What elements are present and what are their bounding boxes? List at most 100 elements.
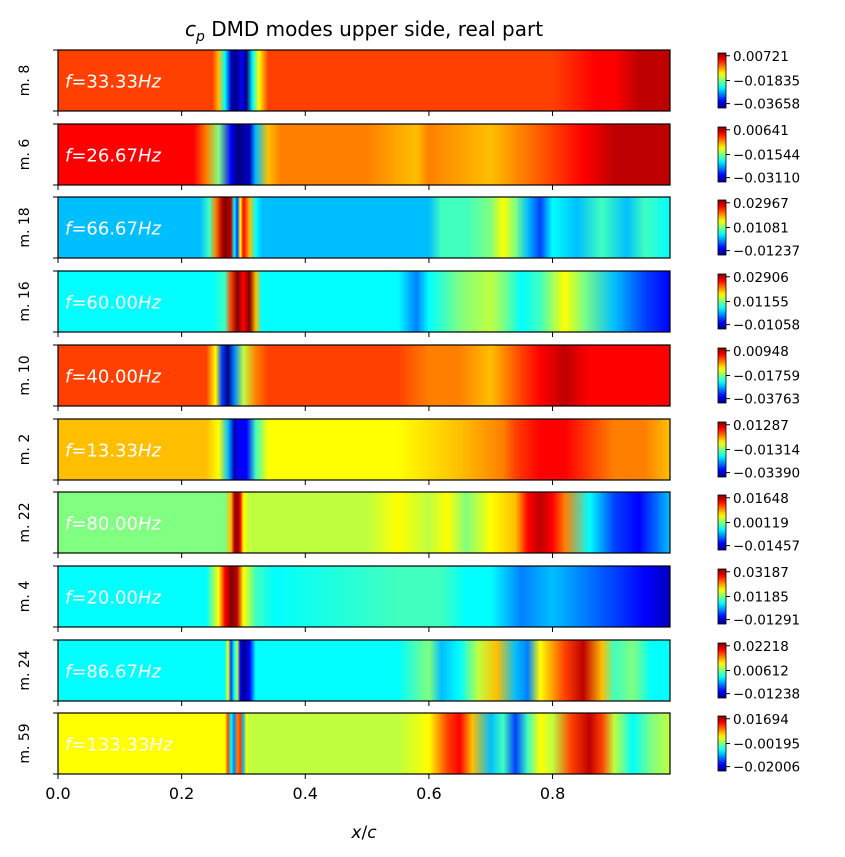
colorbar-tick-label: −0.01835 bbox=[733, 74, 800, 90]
colorbar-tick-label: 0.02906 bbox=[733, 270, 789, 286]
panel-frame bbox=[57, 196, 671, 259]
mode-panel: m. 24 f=86.67Hz 0.02218 0.00612 −0.01238 bbox=[17, 639, 800, 706]
panel-frame bbox=[57, 344, 671, 407]
mode-panel: m. 22 f=80.00Hz 0.01648 0.00119 −0.01457 bbox=[17, 491, 800, 558]
panel-frame bbox=[57, 565, 671, 628]
frequency-label: f=133.33Hz bbox=[65, 735, 173, 756]
mode-label: m. 59 bbox=[17, 723, 33, 763]
frequency-label: f=86.67Hz bbox=[65, 662, 162, 683]
mode-panels: m. 8 f=33.33Hz 0.00721 −0.01835 −0.03658 m. 6… bbox=[17, 49, 800, 779]
colorbar bbox=[717, 642, 727, 699]
xlabel-var: x bbox=[350, 823, 362, 843]
colorbar bbox=[717, 347, 727, 404]
colorbar-tick-label: 0.01185 bbox=[733, 590, 789, 606]
mode-field bbox=[58, 640, 670, 701]
colorbar-tick-label: −0.01237 bbox=[733, 244, 800, 260]
colorbar bbox=[717, 273, 727, 330]
colorbar-tick-label: −0.03110 bbox=[733, 171, 800, 187]
colorbar-tick-label: 0.00612 bbox=[733, 664, 789, 680]
mode-field bbox=[58, 50, 670, 111]
mode-label: m. 22 bbox=[17, 502, 33, 542]
mode-field bbox=[58, 124, 670, 185]
frequency-label: f=60.00Hz bbox=[65, 293, 162, 314]
colorbar-tick-label: 0.00948 bbox=[733, 344, 789, 360]
x-tick-label: 0.4 bbox=[293, 784, 318, 803]
colorbar-tick-label: 0.02218 bbox=[733, 639, 789, 655]
colorbar-tick-label: 0.01648 bbox=[733, 491, 789, 507]
colorbar-tick-label: 0.03187 bbox=[733, 565, 789, 581]
colorbar-tick-label: −0.02006 bbox=[733, 760, 800, 776]
colorbar-tick-label: 0.00641 bbox=[733, 123, 789, 139]
x-tick-label: 0.0 bbox=[45, 784, 70, 803]
colorbar-tick-label: −0.03658 bbox=[733, 97, 800, 113]
colorbar bbox=[717, 199, 727, 256]
colorbar-tick-label: 0.01694 bbox=[733, 712, 789, 728]
mode-panel: m. 59 f=133.33Hz 0.01694 −0.00195 −0.02006 bbox=[17, 712, 800, 779]
colorbar bbox=[717, 52, 727, 109]
colorbar bbox=[717, 715, 727, 772]
frequency-label: f=40.00Hz bbox=[65, 367, 162, 388]
frequency-label: f=13.33Hz bbox=[65, 441, 162, 462]
colorbar-tick-label: −0.01291 bbox=[733, 613, 800, 629]
frequency-label: f=66.67Hz bbox=[65, 219, 162, 240]
mode-label: m. 16 bbox=[17, 281, 33, 321]
colorbar-tick-label: 0.00721 bbox=[733, 49, 789, 65]
mode-panel: m. 10 f=40.00Hz 0.00948 −0.01759 −0.03763 bbox=[17, 344, 800, 411]
mode-label: m. 24 bbox=[17, 650, 33, 690]
colorbar-tick-label: −0.03390 bbox=[733, 466, 800, 482]
mode-field bbox=[58, 419, 670, 480]
panel-frame bbox=[57, 491, 671, 554]
x-axis-label: x/c bbox=[350, 823, 377, 843]
panel-frame bbox=[57, 49, 671, 112]
mode-field bbox=[58, 271, 670, 332]
colorbar-tick-label: 0.01155 bbox=[733, 295, 789, 311]
panel-frame bbox=[57, 639, 671, 702]
mode-field bbox=[58, 345, 670, 406]
mode-panel: m. 2 f=13.33Hz 0.01287 −0.01314 −0.03390 bbox=[17, 418, 800, 485]
mode-field bbox=[58, 713, 670, 774]
colorbar-tick-label: −0.01058 bbox=[733, 318, 800, 334]
title-symbol: c bbox=[185, 17, 196, 41]
colorbar-tick-label: −0.01759 bbox=[733, 369, 800, 385]
mode-field bbox=[58, 566, 670, 627]
colorbar-tick-label: −0.03763 bbox=[733, 392, 800, 408]
frequency-label: f=20.00Hz bbox=[65, 588, 162, 609]
mode-panel: m. 8 f=33.33Hz 0.00721 −0.01835 −0.03658 bbox=[17, 49, 800, 116]
mode-label: m. 4 bbox=[17, 581, 33, 613]
colorbar-tick-label: 0.01287 bbox=[733, 418, 789, 434]
colorbar bbox=[717, 568, 727, 625]
x-axis: 0.0 0.2 0.4 0.6 0.8 bbox=[45, 784, 565, 803]
xlabel-den: c bbox=[367, 823, 377, 843]
colorbar bbox=[717, 494, 727, 551]
xlabel-sep: / bbox=[361, 823, 367, 843]
panel-frame bbox=[57, 418, 671, 481]
mode-label: m. 2 bbox=[17, 434, 33, 465]
mode-panel: m. 6 f=26.67Hz 0.00641 −0.01544 −0.03110 bbox=[17, 123, 800, 190]
frequency-label: f=80.00Hz bbox=[65, 514, 162, 535]
colorbar-tick-label: −0.01457 bbox=[733, 539, 800, 555]
colorbar-tick-label: −0.01544 bbox=[733, 148, 800, 164]
x-tick-label: 0.2 bbox=[169, 784, 194, 803]
chart-title: cp DMD modes upper side, real part bbox=[185, 17, 543, 45]
colorbar-tick-label: −0.01238 bbox=[733, 687, 800, 703]
mode-field bbox=[58, 492, 670, 553]
panel-frame bbox=[57, 123, 671, 186]
mode-panel: m. 16 f=60.00Hz 0.02906 0.01155 −0.01058 bbox=[17, 270, 800, 337]
mode-label: m. 18 bbox=[17, 207, 33, 247]
panel-frame bbox=[57, 712, 671, 775]
mode-panel: m. 4 f=20.00Hz 0.03187 0.01185 −0.01291 bbox=[17, 565, 800, 632]
mode-field bbox=[58, 197, 670, 258]
colorbar-tick-label: 0.01081 bbox=[733, 221, 789, 237]
frequency-label: f=33.33Hz bbox=[65, 72, 162, 93]
colorbar-tick-label: −0.01314 bbox=[733, 443, 800, 459]
x-tick-label: 0.8 bbox=[540, 784, 565, 803]
panel-frame bbox=[57, 270, 671, 333]
title-subscript: p bbox=[195, 29, 205, 45]
colorbar bbox=[717, 421, 727, 478]
colorbar bbox=[717, 126, 727, 183]
frequency-label: f=26.67Hz bbox=[65, 146, 162, 167]
x-tick-label: 0.6 bbox=[416, 784, 441, 803]
mode-panel: m. 18 f=66.67Hz 0.02967 0.01081 −0.01237 bbox=[17, 196, 800, 263]
mode-label: m. 10 bbox=[17, 355, 33, 395]
